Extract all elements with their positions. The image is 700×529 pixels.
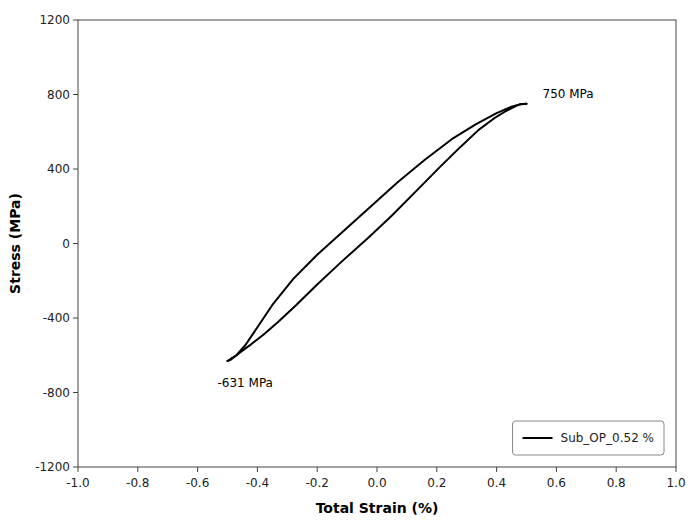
x-tick-label: 1.0 bbox=[666, 476, 685, 490]
y-tick-label: 400 bbox=[47, 162, 70, 176]
x-tick-label: -0.6 bbox=[186, 476, 209, 490]
x-tick-label: 0.4 bbox=[487, 476, 506, 490]
x-tick bbox=[137, 467, 138, 472]
x-tick bbox=[197, 467, 198, 472]
x-tick bbox=[676, 467, 677, 472]
x-tick bbox=[377, 467, 378, 472]
y-tick bbox=[73, 169, 78, 170]
x-tick-label: 0.8 bbox=[607, 476, 626, 490]
legend: Sub_OP_0.52 % bbox=[513, 421, 664, 455]
y-tick-label: -800 bbox=[43, 386, 70, 400]
y-tick-label: 1200 bbox=[39, 13, 70, 27]
y-axis-label: Stress (MPa) bbox=[7, 193, 23, 294]
chart: -1.0 -0.8 -0.6 -0.4 -0.2 0.0 0.2 0.4 0.6 0.8 1.0 -1… bbox=[0, 0, 700, 529]
y-tick bbox=[73, 243, 78, 244]
x-tick bbox=[556, 467, 557, 472]
x-tick bbox=[257, 467, 258, 472]
x-tick bbox=[616, 467, 617, 472]
annotation: 750 MPa bbox=[543, 87, 594, 101]
x-tick bbox=[78, 467, 79, 472]
series-line bbox=[228, 104, 527, 361]
axes: -1.0 -0.8 -0.6 -0.4 -0.2 0.0 0.2 0.4 0.6 0.8 1.0 -1… bbox=[35, 13, 685, 490]
x-tick-label: -0.2 bbox=[305, 476, 328, 490]
y-tick-label: 800 bbox=[47, 88, 70, 102]
plot-frame bbox=[78, 20, 676, 467]
annotations: 750 MPa -631 MPa bbox=[218, 87, 594, 390]
x-tick-label: -0.4 bbox=[246, 476, 269, 490]
plot-area bbox=[228, 104, 527, 361]
y-tick-label: -1200 bbox=[35, 460, 70, 474]
x-tick-label: 0.2 bbox=[427, 476, 446, 490]
legend-swatch bbox=[523, 437, 553, 439]
y-tick bbox=[73, 318, 78, 319]
y-tick bbox=[73, 94, 78, 95]
y-tick bbox=[73, 20, 78, 21]
x-tick bbox=[317, 467, 318, 472]
x-axis-label: Total Strain (%) bbox=[316, 500, 439, 516]
x-tick bbox=[496, 467, 497, 472]
y-tick-label: 0 bbox=[62, 237, 70, 251]
legend-box bbox=[513, 421, 664, 455]
y-tick bbox=[73, 467, 78, 468]
annotation: -631 MPa bbox=[218, 376, 273, 390]
x-tick-label: -0.8 bbox=[126, 476, 149, 490]
y-tick bbox=[73, 392, 78, 393]
x-tick-label: -1.0 bbox=[66, 476, 89, 490]
x-tick-label: 0.6 bbox=[547, 476, 566, 490]
legend-label: Sub_OP_0.52 % bbox=[561, 431, 654, 445]
series-line bbox=[228, 104, 527, 361]
y-tick-label: -400 bbox=[43, 311, 70, 325]
x-tick-label: 0.0 bbox=[367, 476, 386, 490]
x-tick bbox=[436, 467, 437, 472]
